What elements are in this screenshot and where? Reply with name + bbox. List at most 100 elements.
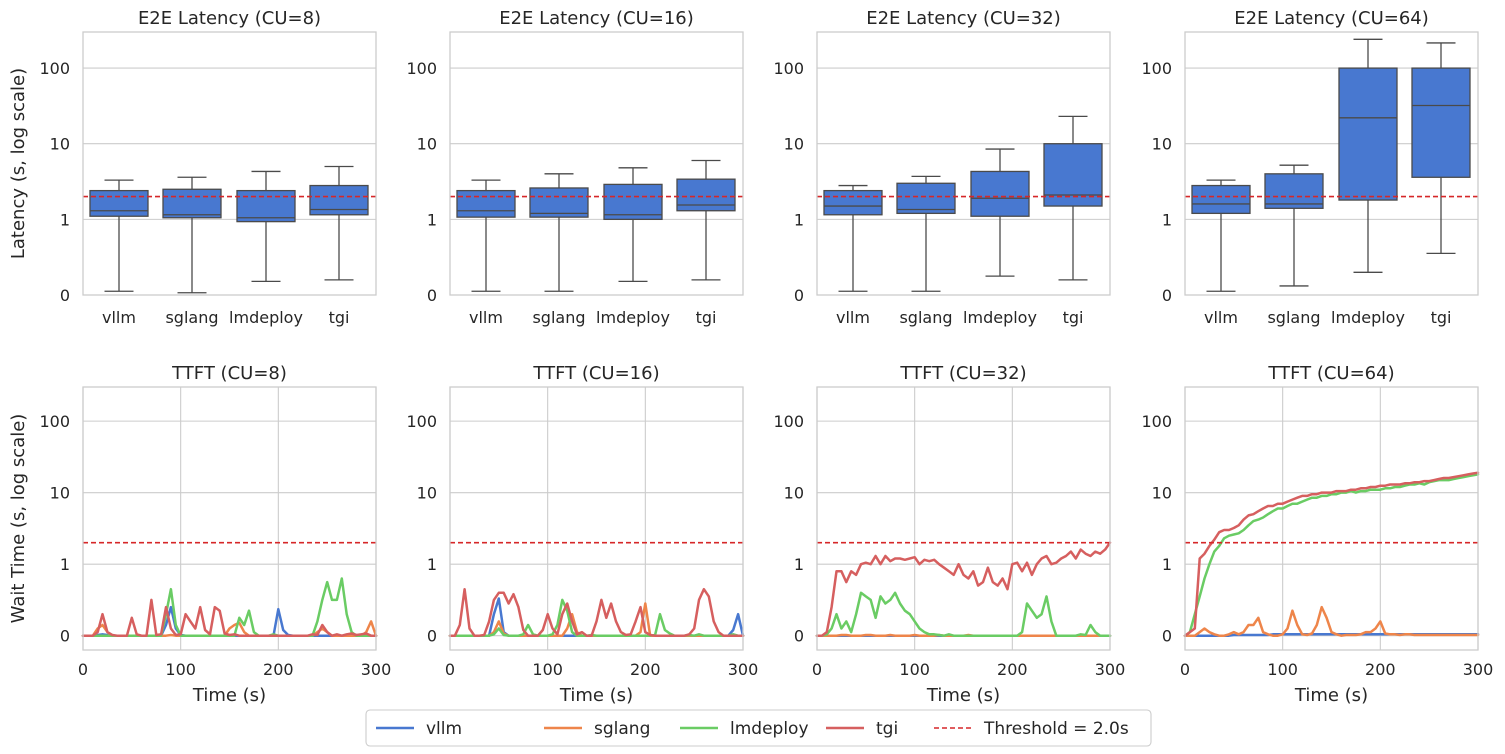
x-tick-label: lmdeploy [596, 308, 670, 327]
series-line-lmdeploy [815, 591, 1112, 637]
box-vllm [89, 179, 149, 292]
box-body [896, 182, 956, 215]
box-tgi [309, 165, 369, 281]
x-tick-label: vllm [1204, 308, 1238, 327]
subplot-3: 0 1 10 100 vllm sglang lmdeploy tgi E2E Latency … [773, 8, 1111, 327]
subplot-title: TTFT (CU=16) [532, 363, 659, 384]
box-sglang [896, 175, 956, 292]
y-axis-label: Wait Time (s, log scale) [8, 414, 29, 624]
legend-label: vllm [426, 719, 462, 739]
box-vllm [456, 179, 516, 292]
y-tick-label: 10 [50, 135, 70, 154]
x-tick-label: 0 [812, 660, 822, 679]
box-body [309, 184, 369, 216]
y-tick-label: 100 [773, 59, 804, 78]
box-body [1264, 173, 1324, 209]
box-sglang [1264, 164, 1324, 287]
x-tick-label: sglang [165, 308, 218, 327]
x-axis-label: Time (s) [192, 685, 266, 706]
box-tgi [676, 159, 736, 281]
subplot-6: 0 1 10 100 0 100 200 300 Time (s) TTFT (CU=16) [406, 363, 758, 706]
axes-frame [82, 31, 377, 296]
subplot-title: TTFT (CU=64) [1267, 363, 1394, 384]
y-tick-label: 1 [427, 210, 437, 229]
x-tick-label: 0 [78, 660, 88, 679]
box-body [162, 188, 222, 219]
box-tgi [1043, 115, 1103, 281]
series-line-tgi [448, 587, 745, 637]
box-body [1043, 143, 1103, 207]
x-tick-label: 100 [1267, 660, 1298, 679]
y-tick-label: 0 [794, 627, 804, 646]
y-tick-label: 1 [794, 555, 804, 574]
y-tick-label: 0 [60, 286, 70, 305]
axes-frame [1184, 386, 1479, 651]
legend-label: sglang [594, 719, 650, 739]
series-line-tgi [1183, 471, 1480, 637]
x-tick-label: 300 [1095, 660, 1126, 679]
subplot-title: E2E Latency (CU=16) [499, 8, 694, 29]
axes-frame [449, 386, 744, 651]
box-body [970, 170, 1030, 217]
y-tick-label: 10 [50, 484, 70, 503]
x-tick-label: lmdeploy [229, 308, 303, 327]
box-body [1338, 67, 1398, 201]
x-axis-label: Time (s) [1294, 685, 1368, 706]
box-body [603, 183, 663, 221]
series-line-tgi [815, 541, 1112, 637]
box-vllm [823, 184, 883, 292]
legend-frame [365, 709, 1152, 747]
y-tick-label: 100 [773, 412, 804, 431]
box-body [236, 189, 296, 223]
axes-background [450, 32, 743, 295]
subplot-title: E2E Latency (CU=8) [138, 8, 321, 29]
subplot-title: E2E Latency (CU=64) [1234, 8, 1429, 29]
y-tick-label: 10 [1152, 484, 1172, 503]
series-line-tgi [81, 598, 378, 637]
y-tick-label: 1 [60, 555, 70, 574]
y-tick-label: 1 [427, 555, 437, 574]
y-tick-label: 0 [427, 286, 437, 305]
legend-label: Threshold = 2.0s [983, 719, 1129, 739]
box-lmdeploy [970, 148, 1030, 277]
x-tick-label: 200 [630, 660, 661, 679]
x-tick-label: tgi [696, 308, 717, 327]
x-tick-label: tgi [329, 308, 350, 327]
legend-item-4: tgi [826, 719, 898, 739]
y-tick-label: 100 [1141, 59, 1172, 78]
axes-frame [816, 386, 1111, 651]
y-tick-label: 1 [60, 210, 70, 229]
y-tick-label: 10 [1152, 135, 1172, 154]
legend-item-2: sglang [544, 719, 650, 739]
x-tick-label: 100 [899, 660, 930, 679]
x-tick-label: vllm [102, 308, 136, 327]
box-body [676, 178, 736, 212]
box-body [89, 189, 149, 217]
subplot-title: E2E Latency (CU=32) [866, 8, 1061, 29]
y-tick-label: 100 [406, 59, 437, 78]
legend-label: tgi [876, 719, 898, 739]
x-tick-label: 200 [263, 660, 294, 679]
box-lmdeploy [603, 167, 663, 283]
y-tick-label: 1 [794, 210, 804, 229]
box-body [456, 189, 516, 218]
x-tick-label: lmdeploy [1331, 308, 1405, 327]
x-tick-label: 0 [445, 660, 455, 679]
box-lmdeploy [236, 170, 296, 283]
box-body [529, 187, 589, 218]
axes-frame [82, 386, 377, 651]
subplot-7: 0 1 10 100 0 100 200 300 Time (s) TTFT (CU=32) [773, 363, 1125, 706]
box-vllm [1191, 179, 1251, 292]
box-body [1191, 184, 1251, 215]
y-tick-label: 1 [1162, 210, 1172, 229]
y-tick-label: 0 [794, 286, 804, 305]
series-line-sglang [1183, 605, 1480, 637]
subplot-4: 0 1 10 100 vllm sglang lmdeploy tgi E2E Latency … [1141, 8, 1479, 327]
x-tick-label: tgi [1431, 308, 1452, 327]
x-tick-label: 100 [532, 660, 563, 679]
box-sglang [529, 173, 589, 292]
box-sglang [162, 176, 222, 294]
y-tick-label: 0 [1162, 286, 1172, 305]
box-body [823, 189, 883, 216]
